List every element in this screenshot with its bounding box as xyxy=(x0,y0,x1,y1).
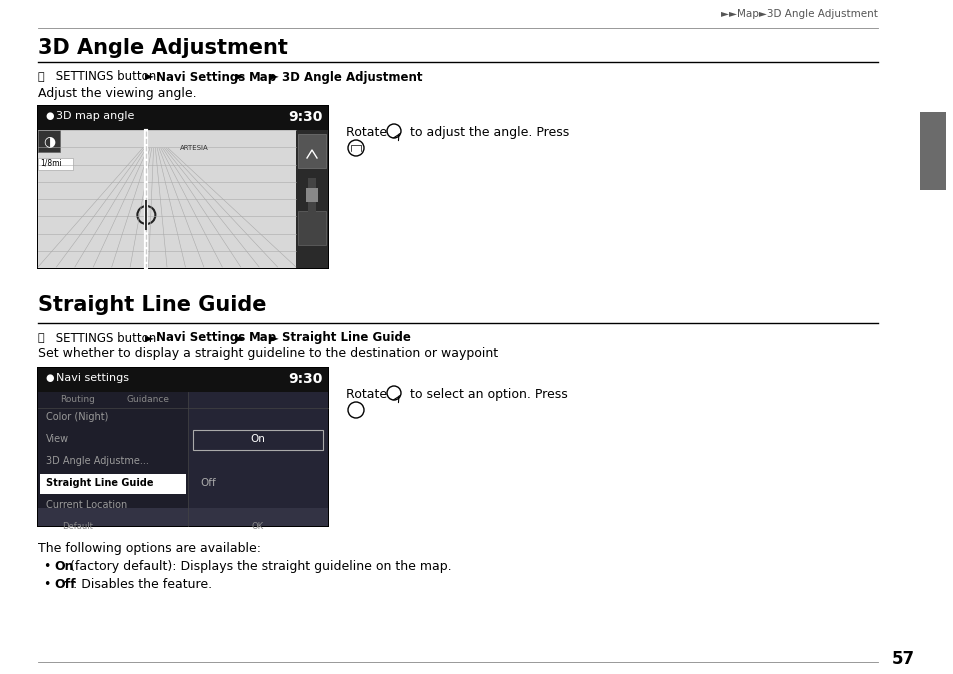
Text: Adjust the viewing angle.: Adjust the viewing angle. xyxy=(38,86,196,100)
Bar xyxy=(188,392,328,526)
Bar xyxy=(40,474,186,494)
Bar xyxy=(38,130,295,268)
Text: Ⓢ: Ⓢ xyxy=(38,333,45,343)
Text: Guidance: Guidance xyxy=(127,395,170,404)
Bar xyxy=(919,112,945,190)
Bar xyxy=(38,368,328,392)
Text: to adjust the angle. Press: to adjust the angle. Press xyxy=(406,126,569,139)
Text: On: On xyxy=(54,560,73,573)
Text: ●: ● xyxy=(45,111,53,121)
Text: Current Location: Current Location xyxy=(46,500,127,510)
Text: SETTINGS button: SETTINGS button xyxy=(52,71,160,84)
Text: System Setup: System Setup xyxy=(927,193,937,266)
Bar xyxy=(193,430,323,450)
Text: ►►Map►3D Angle Adjustment: ►►Map►3D Angle Adjustment xyxy=(720,9,877,19)
Bar xyxy=(38,106,328,130)
Bar xyxy=(37,367,329,527)
Text: 9:30: 9:30 xyxy=(289,110,323,124)
Text: 3D map angle: 3D map angle xyxy=(56,111,134,121)
Text: Map: Map xyxy=(248,332,276,344)
Text: 3D Angle Adjustment: 3D Angle Adjustment xyxy=(282,71,422,84)
Text: ►: ► xyxy=(266,71,282,84)
Text: Default: Default xyxy=(63,522,93,531)
Text: Rotate: Rotate xyxy=(346,126,391,139)
Text: Routing: Routing xyxy=(60,395,95,404)
Text: to select an option. Press: to select an option. Press xyxy=(406,388,567,401)
Text: Map: Map xyxy=(248,71,276,84)
Text: : Disables the feature.: : Disables the feature. xyxy=(72,578,212,591)
Text: •: • xyxy=(43,578,51,591)
Text: ●: ● xyxy=(45,373,53,383)
Text: ►: ► xyxy=(232,71,248,84)
Text: Straight Line Guide: Straight Line Guide xyxy=(46,478,153,488)
Bar xyxy=(295,130,328,268)
Bar xyxy=(38,508,328,526)
Bar xyxy=(308,178,315,230)
Text: ►: ► xyxy=(232,332,248,344)
Text: View: View xyxy=(46,434,69,444)
Bar xyxy=(38,130,60,152)
Text: ►: ► xyxy=(146,71,158,84)
Text: Rotate: Rotate xyxy=(346,388,391,401)
Text: Ⓢ: Ⓢ xyxy=(38,72,45,82)
Text: OK: OK xyxy=(252,522,264,531)
Text: Straight Line Guide: Straight Line Guide xyxy=(38,295,266,315)
Bar xyxy=(297,211,326,245)
Text: 57: 57 xyxy=(890,650,914,668)
Bar xyxy=(38,158,73,170)
Text: SETTINGS button: SETTINGS button xyxy=(52,332,160,344)
Text: Set whether to display a straight guideline to the destination or waypoint: Set whether to display a straight guidel… xyxy=(38,348,497,361)
Text: ARTESIA: ARTESIA xyxy=(180,145,209,151)
Bar xyxy=(37,105,329,269)
Text: 3D Angle Adjustme...: 3D Angle Adjustme... xyxy=(46,456,149,466)
Text: Navi settings: Navi settings xyxy=(56,373,129,383)
Text: The following options are available:: The following options are available: xyxy=(38,542,261,555)
Text: 1/8mi: 1/8mi xyxy=(40,159,62,168)
Text: Off: Off xyxy=(54,578,75,591)
Text: 3D Angle Adjustment: 3D Angle Adjustment xyxy=(38,38,288,58)
Text: (factory default): Displays the straight guideline on the map.: (factory default): Displays the straight… xyxy=(67,560,452,573)
Text: Navi Settings: Navi Settings xyxy=(156,332,246,344)
Text: ►: ► xyxy=(266,332,282,344)
Text: ►: ► xyxy=(146,332,158,344)
Bar xyxy=(38,392,328,526)
Bar xyxy=(297,134,326,168)
Text: Color (Night): Color (Night) xyxy=(46,412,109,422)
Text: Off: Off xyxy=(200,478,215,488)
Text: •: • xyxy=(43,560,51,573)
Text: On: On xyxy=(251,434,265,444)
Bar xyxy=(306,188,317,202)
Text: 9:30: 9:30 xyxy=(289,372,323,386)
Text: Navi Settings: Navi Settings xyxy=(156,71,246,84)
Text: ◑: ◑ xyxy=(43,134,55,148)
Text: Straight Line Guide: Straight Line Guide xyxy=(282,332,411,344)
